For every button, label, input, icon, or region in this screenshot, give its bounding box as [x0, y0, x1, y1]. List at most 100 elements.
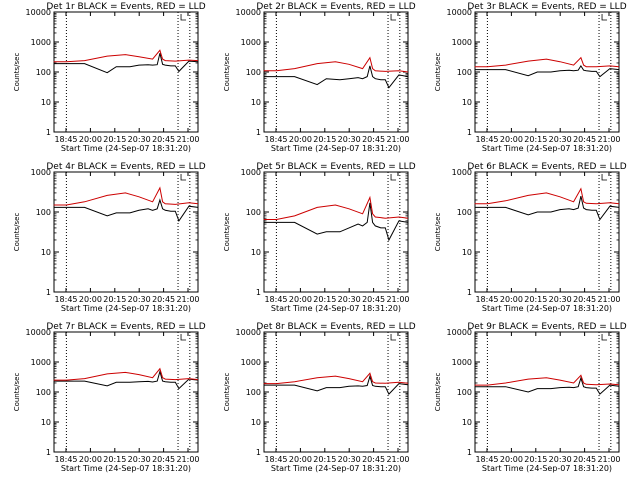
y-tick-label: 100: [457, 68, 472, 77]
panel-title: Det 9r BLACK = Events, RED = LLD: [467, 322, 626, 332]
y-tick-label: 10: [41, 248, 51, 257]
x-tick-label: 18:45: [54, 295, 77, 304]
bracket-marker-icon: [601, 334, 608, 341]
panel-title: Det 4r BLACK = Events, RED = LLD: [46, 162, 205, 172]
plot-frame: [474, 331, 620, 453]
x-tick-label: 21:00: [386, 295, 409, 304]
y-tick-label: 100: [457, 208, 472, 217]
x-tick-label: 18:45: [264, 135, 287, 144]
panel-det-2: Det 2r BLACK = Events, RED = LLD 1 10 100 10…: [223, 2, 416, 153]
x-tick-label: 20:45: [152, 295, 175, 304]
bracket-marker-icon: [180, 174, 187, 181]
plot-frame: [474, 171, 620, 293]
y-axis-label: Counts/sec: [223, 53, 231, 92]
y-tick-label: 100: [457, 388, 472, 397]
bracket-marker-icon: [390, 174, 397, 181]
plot-frame: [263, 171, 409, 293]
bracket-marker-icon: [601, 14, 608, 21]
x-tick-label: 20:00: [289, 135, 312, 144]
y-tick-label: 10: [41, 418, 51, 427]
x-tick-label: 20:00: [79, 295, 102, 304]
x-tick-label: 20:15: [103, 455, 126, 464]
y-axis-label: Counts/sec: [434, 213, 442, 252]
y-tick-label: 10: [462, 98, 472, 107]
x-tick-label: 20:30: [338, 455, 361, 464]
events-series-line: [474, 64, 620, 78]
y-tick-label: 100: [36, 388, 51, 397]
y-tick-label: 10000: [447, 328, 472, 337]
x-tick-label: 18:45: [54, 455, 77, 464]
y-tick-label: 100: [36, 68, 51, 77]
x-tick-label: 20:15: [524, 455, 547, 464]
x-tick-label: 20:15: [103, 135, 126, 144]
x-axis-label: Start Time (24-Sep-07 18:31:20): [482, 304, 612, 313]
y-axis-label: Counts/sec: [223, 213, 231, 252]
x-tick-label: 20:00: [289, 295, 312, 304]
y-tick-label: 1: [467, 288, 472, 297]
x-tick-label: 21:00: [176, 135, 199, 144]
x-tick-label: 18:45: [475, 455, 498, 464]
lld-series-line: [474, 187, 620, 205]
panel-title: Det 2r BLACK = Events, RED = LLD: [256, 2, 415, 12]
x-tick-label: 20:45: [362, 295, 385, 304]
x-tick-label: 18:45: [54, 135, 77, 144]
x-tick-label: 20:30: [128, 455, 151, 464]
y-axis-label: Counts/sec: [13, 53, 21, 92]
lld-series-line: [474, 56, 620, 68]
y-tick-label: 100: [246, 388, 261, 397]
y-tick-label: 1000: [31, 38, 51, 47]
x-tick-label: 20:45: [362, 135, 385, 144]
y-tick-label: 10000: [26, 8, 51, 17]
y-tick-label: 1000: [452, 358, 472, 367]
y-tick-label: 10: [251, 418, 261, 427]
lld-series-line: [53, 367, 199, 381]
x-tick-label: 20:15: [313, 455, 336, 464]
lld-series-line: [263, 56, 409, 73]
x-tick-label: 20:15: [313, 295, 336, 304]
y-axis-label: Counts/sec: [434, 373, 442, 412]
x-tick-label: 18:45: [264, 295, 287, 304]
events-series-line: [263, 65, 409, 89]
panel-title: Det 6r BLACK = Events, RED = LLD: [467, 162, 626, 172]
x-tick-label: 21:00: [597, 295, 620, 304]
panel-det-3: Det 3r BLACK = Events, RED = LLD 1 10 100 10…: [434, 2, 627, 153]
x-tick-label: 20:45: [573, 295, 596, 304]
y-axis-label: Counts/sec: [13, 213, 21, 252]
x-tick-label: 20:30: [549, 455, 572, 464]
bracket-marker-icon: [180, 14, 187, 21]
y-tick-label: 1000: [31, 168, 51, 177]
y-tick-label: 1000: [241, 38, 261, 47]
y-axis-label: Counts/sec: [434, 53, 442, 92]
events-series-line: [53, 53, 199, 74]
events-series-line: [53, 369, 199, 390]
y-tick-label: 10000: [236, 8, 261, 17]
x-axis-label: Start Time (24-Sep-07 18:31:20): [61, 144, 191, 153]
panel-title: Det 5r BLACK = Events, RED = LLD: [256, 162, 415, 172]
x-tick-label: 20:30: [128, 295, 151, 304]
y-tick-label: 1000: [31, 358, 51, 367]
x-axis-label: Start Time (24-Sep-07 18:31:20): [482, 464, 612, 473]
panel-det-1: Det 1r BLACK = Events, RED = LLD 1 10 100 10…: [13, 2, 206, 153]
plot-frame: [53, 11, 199, 133]
y-tick-label: 1: [256, 128, 261, 137]
x-axis-label: Start Time (24-Sep-07 18:31:20): [271, 304, 401, 313]
y-tick-label: 100: [246, 68, 261, 77]
x-tick-label: 20:30: [338, 135, 361, 144]
y-tick-label: 100: [36, 208, 51, 217]
lld-series-line: [263, 195, 409, 220]
x-tick-label: 20:00: [500, 295, 523, 304]
plot-frame: [263, 331, 409, 453]
lld-series-line: [474, 374, 620, 386]
x-tick-label: 20:45: [152, 135, 175, 144]
panel-det-7: Det 7r BLACK = Events, RED = LLD 1 10 100 10…: [13, 322, 206, 473]
y-tick-label: 10: [41, 98, 51, 107]
y-tick-label: 1: [467, 128, 472, 137]
y-tick-label: 10: [251, 248, 261, 257]
panel-det-8: Det 8r BLACK = Events, RED = LLD 1 10 100 10…: [223, 322, 416, 473]
x-tick-label: 20:30: [549, 295, 572, 304]
x-tick-label: 18:45: [264, 455, 287, 464]
x-tick-label: 21:00: [386, 135, 409, 144]
x-tick-label: 20:00: [79, 135, 102, 144]
panel-title: Det 8r BLACK = Events, RED = LLD: [256, 322, 415, 332]
